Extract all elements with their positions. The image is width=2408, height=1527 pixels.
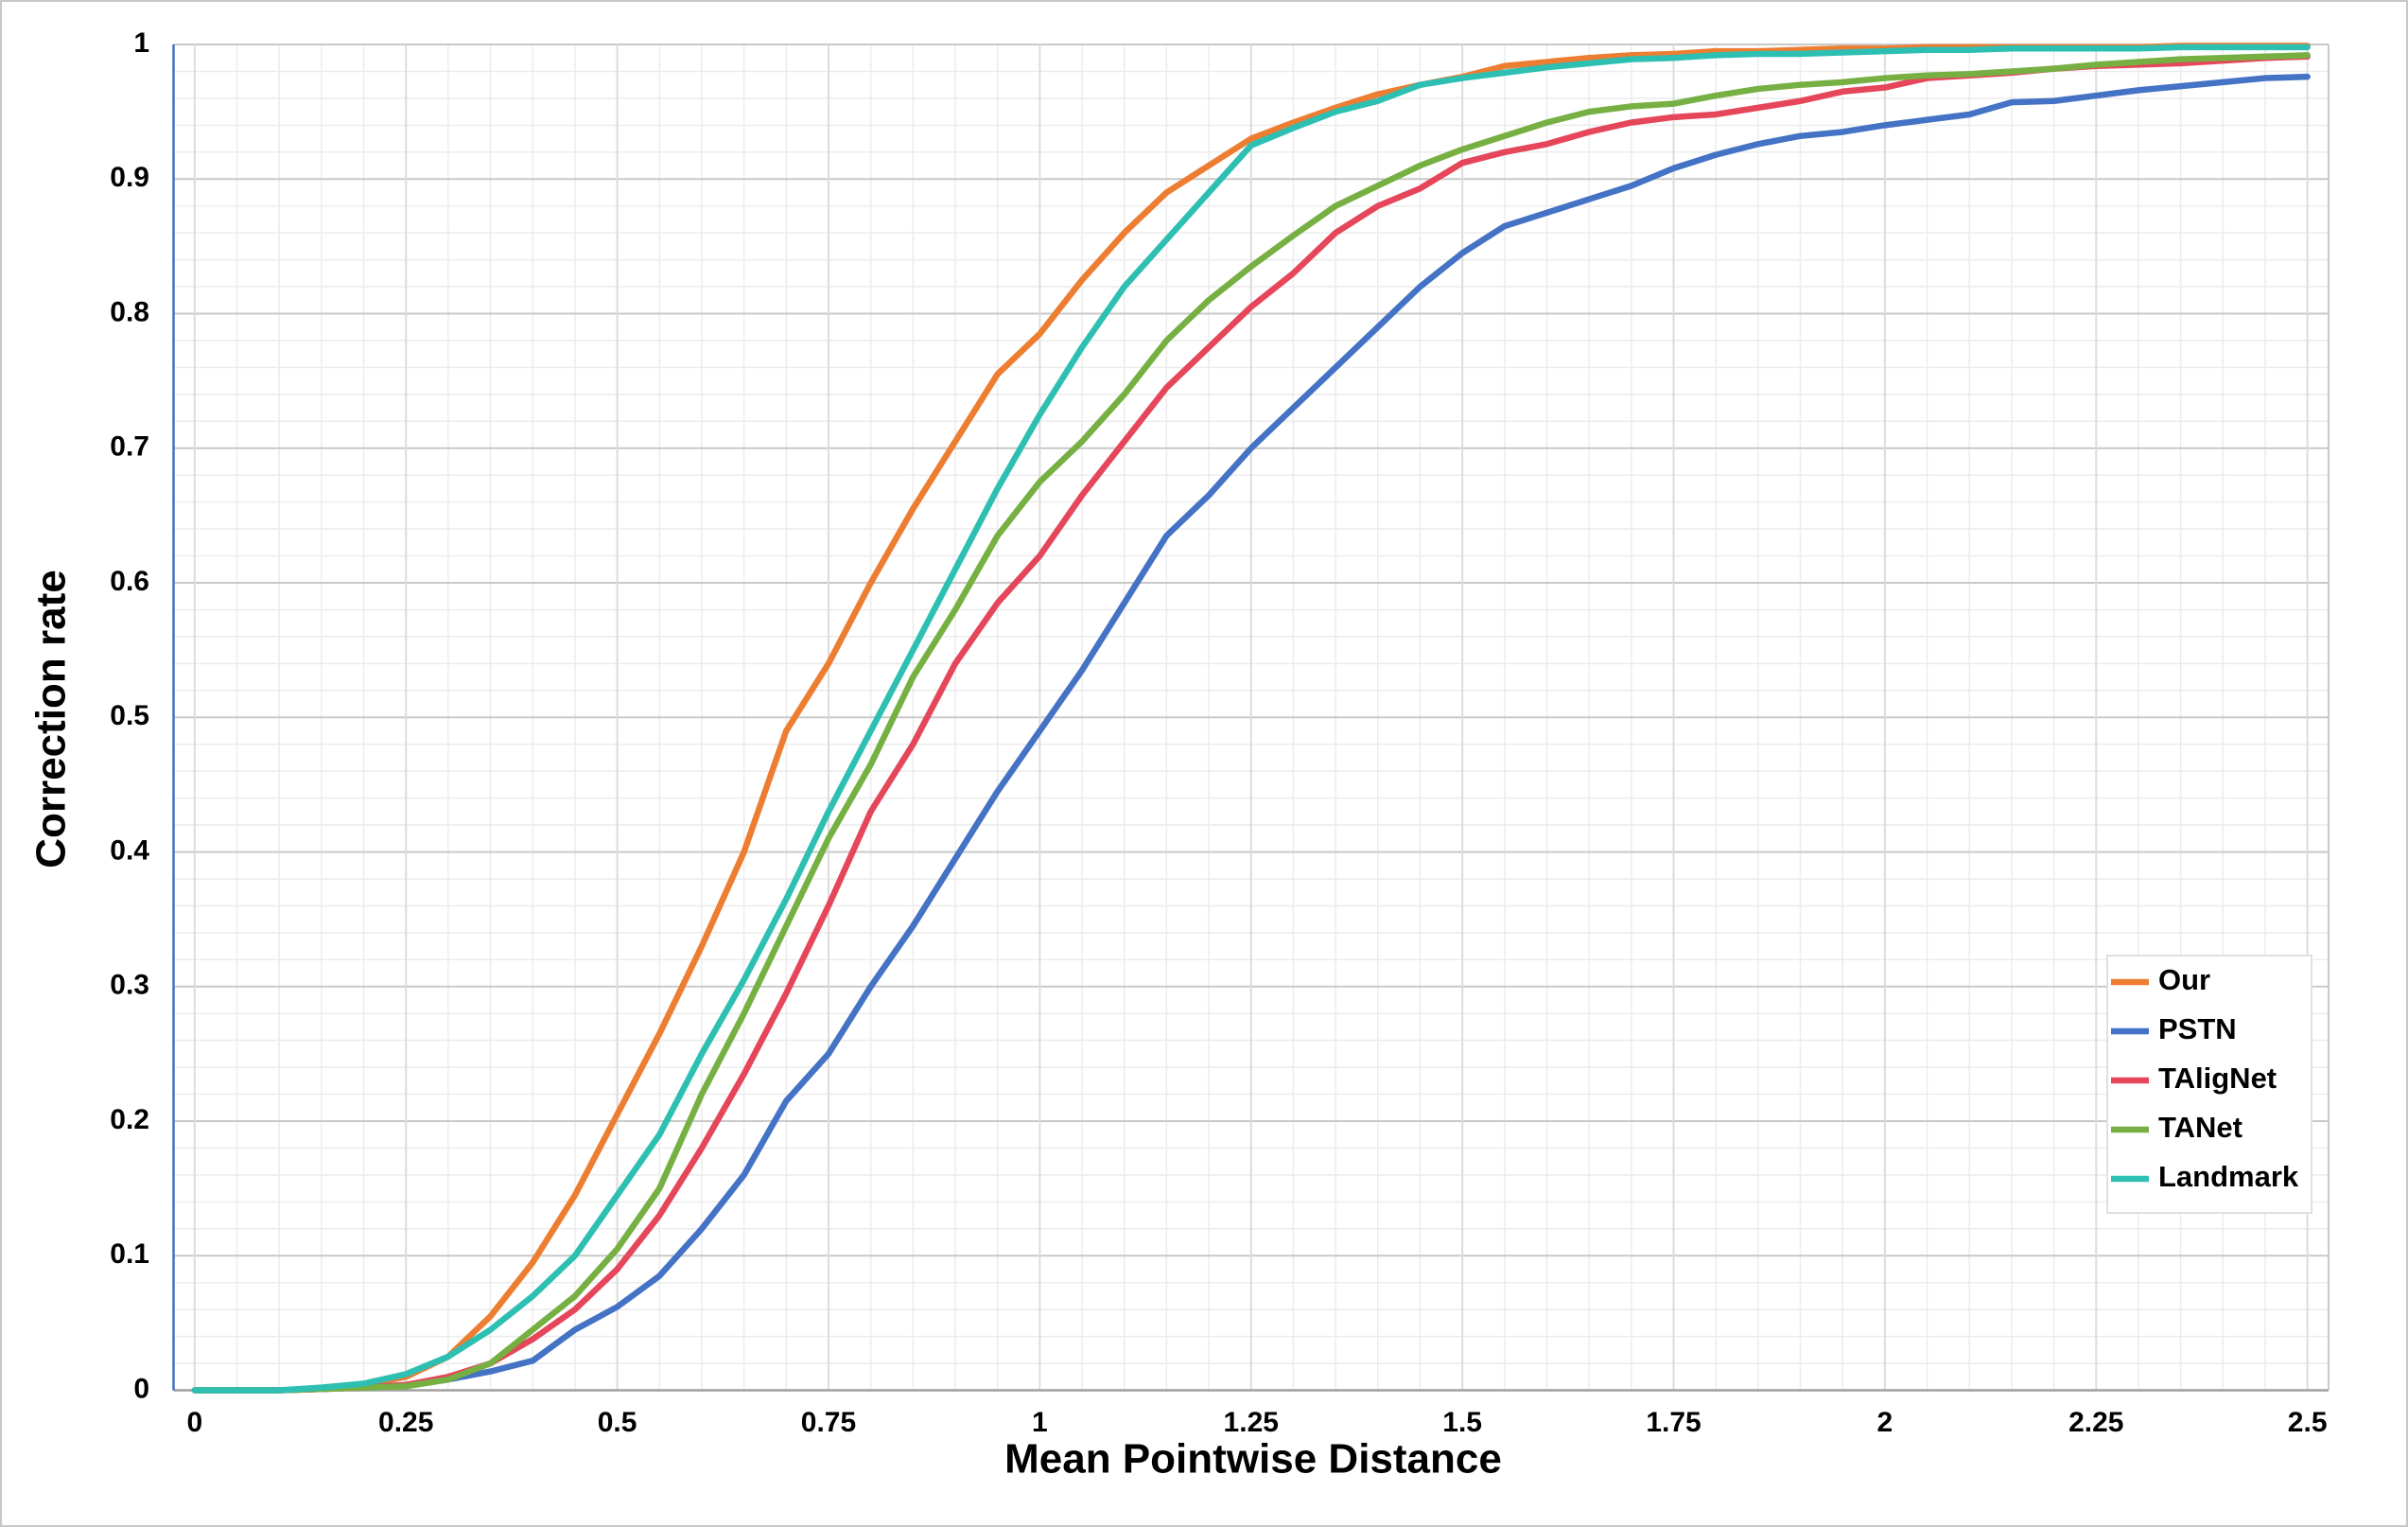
legend-label: Our (2158, 963, 2210, 996)
y-axis-title: Correction rate (28, 570, 75, 868)
x-tick-label: 0.25 (378, 1407, 433, 1438)
x-tick-label: 2.25 (2068, 1407, 2123, 1438)
x-tick-label: 0.75 (801, 1407, 856, 1438)
legend-label: Landmark (2158, 1160, 2299, 1193)
x-tick-label: 1.75 (1646, 1407, 1701, 1438)
y-tick-label: 0.7 (110, 431, 149, 463)
series-line (191, 52, 2311, 1394)
x-tick-label: 1.5 (1442, 1407, 1482, 1438)
legend: Our PSTN TAligNet TANet Landmark (2106, 955, 2312, 1214)
legend-box (2106, 955, 2312, 1214)
x-tick-label: 2 (1877, 1407, 1893, 1438)
y-tick-label: 0.5 (110, 700, 149, 731)
y-tick-label: 0.1 (110, 1238, 149, 1270)
y-tick-label: 0.3 (110, 970, 149, 1001)
y-tick-label: 0.6 (110, 566, 149, 597)
x-tick-label: 0.5 (598, 1407, 637, 1438)
legend-label: TANet (2158, 1111, 2242, 1144)
legend-label: PSTN (2158, 1012, 2237, 1045)
y-tick-label: 1 (133, 27, 149, 59)
plot (191, 43, 2311, 1394)
x-tick-label: 1.25 (1224, 1407, 1279, 1438)
x-tick-label: 1 (1032, 1407, 1048, 1438)
x-tick-label: 0 (186, 1407, 202, 1438)
y-tick-label: 0.8 (110, 296, 149, 327)
x-tick-label: 2.5 (2288, 1407, 2328, 1438)
y-tick-label: 0.4 (110, 834, 149, 866)
y-tick-label: 0.2 (110, 1104, 149, 1135)
series-line (191, 44, 2311, 1394)
legend-label: TAligNet (2158, 1062, 2277, 1095)
x-axis-title: Mean Pointwise Distance (1004, 1436, 1502, 1483)
y-tick-label: 0.9 (110, 162, 149, 193)
series-line (191, 73, 2311, 1394)
y-tick-label: 0 (133, 1373, 149, 1404)
